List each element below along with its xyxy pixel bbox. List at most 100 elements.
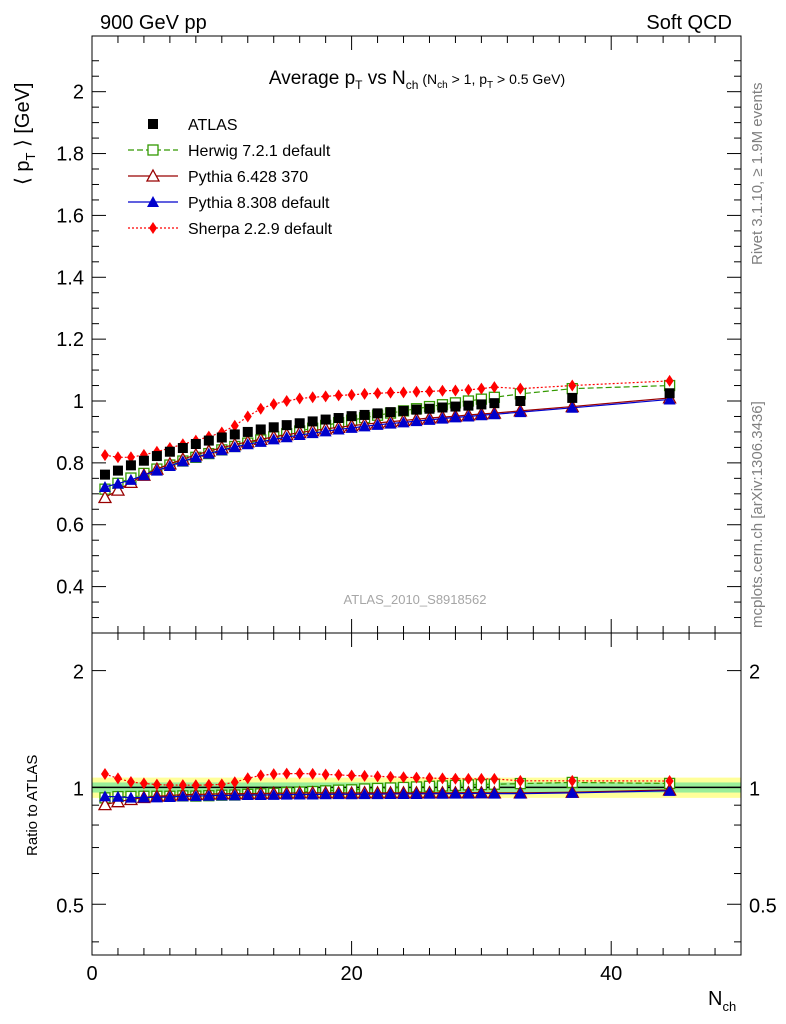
y-tick-label: 1.2	[56, 329, 84, 351]
atlas-point	[177, 443, 188, 454]
sherpa-2-2-9-default-ratio-point	[308, 767, 317, 780]
sherpa-2-2-9-default-ratio-line	[104, 772, 670, 786]
sherpa-2-2-9-default-point	[464, 383, 473, 396]
y-tick-label: 1.4	[56, 267, 84, 289]
pythia-8-308-default-ratio-point	[254, 789, 267, 801]
pythia-6-428-370-point	[97, 490, 113, 504]
legend-marker-atlas	[148, 119, 158, 129]
legend-label-pythia-6-428-370: Pythia 6.428 370	[188, 169, 308, 186]
pythia-8-308-default-line	[104, 398, 670, 488]
y-tick-label: 1.8	[56, 144, 84, 166]
pythia-8-308-default-ratio-point	[267, 788, 280, 800]
legend-label-sherpa-2-2-9-default: Sherpa 2.2.9 default	[188, 221, 333, 238]
sherpa-2-2-9-default-ratio-point	[334, 768, 343, 781]
sherpa-2-2-9-default-ratio-point	[126, 775, 135, 788]
pythia-8-308-default-point	[397, 416, 410, 428]
atlas-point	[372, 408, 383, 419]
pythia-8-308-default-point	[514, 406, 527, 418]
atlas-point	[398, 405, 409, 416]
category-label: Soft QCD	[646, 12, 732, 34]
pythia-8-308-default-ratio-point	[566, 786, 579, 798]
sherpa-2-2-9-default-ratio-point	[438, 772, 447, 785]
atlas-point	[664, 388, 675, 399]
y-tick-label: 0.6	[56, 515, 84, 537]
sherpa-2-2-9-default-ratio-point	[113, 772, 122, 785]
pythia-8-308-default-point	[267, 433, 280, 445]
y-tick-label: 2	[73, 82, 84, 104]
ratio-y-tick-label-right: 0.5	[749, 895, 777, 917]
sherpa-2-2-9-default-ratio-point	[665, 774, 674, 787]
sherpa-2-2-9-default-point	[230, 419, 239, 432]
atlas-point	[515, 396, 526, 407]
sherpa-2-2-9-default-ratio-point	[295, 767, 304, 780]
pythia-8-308-default-point	[124, 473, 137, 485]
y-tick-label: 1.6	[56, 205, 84, 227]
sherpa-2-2-9-default-point	[321, 390, 330, 403]
pythia-8-308-default-ratio-point	[163, 790, 176, 802]
pythia-8-308-default-point	[358, 420, 371, 432]
ratio-y-tick-label-right: 2	[749, 662, 760, 684]
atlas-point	[476, 399, 487, 410]
pythia-8-308-default-point	[228, 441, 241, 453]
pythia-8-308-default-ratio-point	[124, 791, 137, 803]
pythia-8-308-default-point	[423, 413, 436, 425]
pythia-8-308-default-ratio-point	[189, 790, 202, 802]
pythia-8-308-default-point	[449, 411, 462, 423]
sherpa-2-2-9-default-point	[308, 391, 317, 404]
legend-label-pythia-8-308-default: Pythia 8.308 default	[188, 195, 330, 212]
sherpa-2-2-9-default-ratio-point	[282, 767, 291, 780]
sherpa-2-2-9-default-point	[269, 398, 278, 411]
legend-label-atlas: ATLAS	[188, 117, 238, 134]
pythia-8-308-default-ratio-point	[488, 787, 501, 799]
pythia-8-308-default-point	[215, 444, 228, 456]
pythia-8-308-default-ratio-point	[663, 784, 676, 796]
pythia-8-308-default-point	[163, 459, 176, 471]
atlas-point	[203, 435, 214, 446]
sherpa-2-2-9-default-ratio-point	[516, 774, 525, 787]
pythia-8-308-default-ratio-point	[475, 787, 488, 799]
y-tick-label: 1	[73, 391, 84, 413]
pythia-8-308-default-ratio-point	[137, 791, 150, 803]
sherpa-2-2-9-default-ratio-point	[399, 771, 408, 784]
pythia-8-308-default-ratio-point	[332, 788, 345, 800]
y-tick-label: 0.8	[56, 453, 84, 475]
sherpa-2-2-9-default-ratio-point	[165, 779, 174, 792]
pythia-8-308-default-ratio-point	[241, 789, 254, 801]
herwig-7-2-1-default-line	[104, 384, 670, 490]
pythia-8-308-default-ratio-point	[319, 788, 332, 800]
pythia-8-308-default-ratio-point	[436, 787, 449, 799]
sherpa-2-2-9-default-point	[665, 374, 674, 387]
mcplots-label: mcplots.cern.ch [arXiv:1306.3436]	[749, 401, 766, 628]
sherpa-2-2-9-default-point	[360, 387, 369, 400]
ratio-y-tick-label-right: 1	[749, 778, 760, 800]
pythia-8-308-default-ratio-point	[345, 788, 358, 800]
atlas-point	[229, 429, 240, 440]
sherpa-2-2-9-default-point	[347, 388, 356, 401]
sherpa-2-2-9-default-ratio-point	[191, 779, 200, 792]
ratio-y-axis-label: Ratio to ATLAS	[24, 755, 41, 856]
atlas-point	[99, 469, 110, 480]
pythia-8-308-default-point	[293, 429, 306, 441]
sherpa-2-2-9-default-point	[516, 382, 525, 395]
legend: ATLAS Herwig 7.2.1 default Pythia 6.428 37…	[128, 117, 333, 238]
sherpa-2-2-9-default-ratio-point	[100, 767, 109, 780]
pythia-8-308-default-ratio-point	[462, 787, 475, 799]
atlas-point	[359, 409, 370, 420]
pythia-8-308-default-point	[462, 410, 475, 422]
pythia-8-308-default-point	[98, 480, 111, 492]
pythia-8-308-default-ratio-point	[228, 789, 241, 801]
pythia-6-428-370-ratio-point	[97, 797, 113, 811]
sherpa-2-2-9-default-point	[412, 385, 421, 398]
atlas-point	[385, 407, 396, 418]
plot-title: Average pT vs Nch (Nch > 1, pT > 0.5 GeV…	[269, 68, 565, 92]
sherpa-2-2-9-default-point	[477, 382, 486, 395]
pythia-8-308-default-point	[371, 418, 384, 430]
atlas-point	[307, 416, 318, 427]
ratio-y-tick-label: 0.5	[56, 895, 84, 917]
sherpa-2-2-9-default-point	[399, 386, 408, 399]
pythia-6-428-370-ratio-line	[104, 789, 670, 806]
pythia-8-308-default-ratio-point	[449, 787, 462, 799]
ratio-panel-series	[97, 767, 677, 811]
atlas-point	[411, 404, 422, 415]
pythia-8-308-default-point	[111, 477, 124, 489]
